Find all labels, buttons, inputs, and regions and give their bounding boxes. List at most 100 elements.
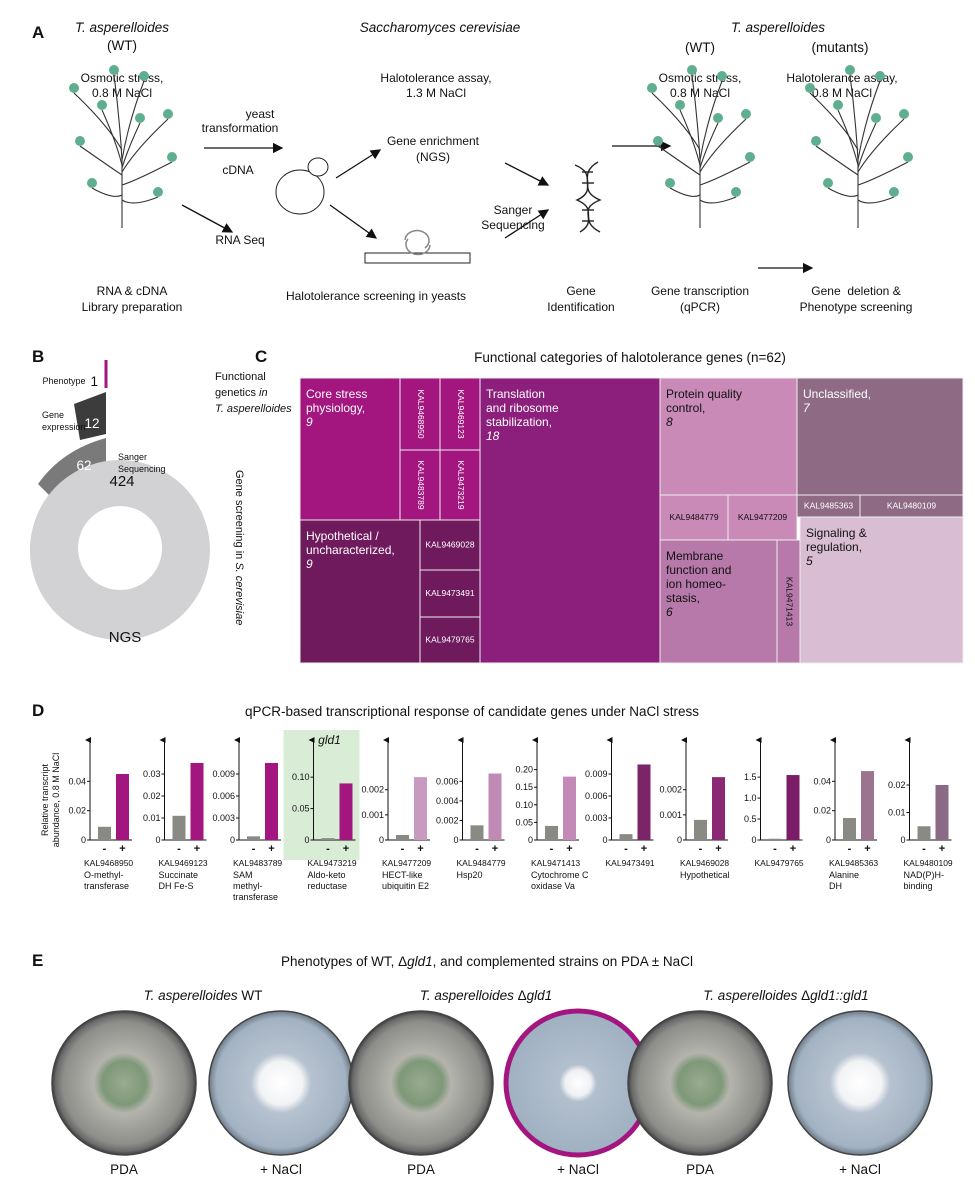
funnel-ngs xyxy=(29,460,210,640)
x-tick-label: - xyxy=(177,843,181,855)
panel-c: C Functional categories of halotolerance… xyxy=(255,347,964,664)
hypha xyxy=(857,118,905,173)
plate xyxy=(348,1010,494,1156)
panel-d: D qPCR-based transcriptional response of… xyxy=(32,701,953,902)
title-part: , and complemented strains on PDA ± NaCl xyxy=(433,954,693,969)
tile xyxy=(479,377,661,664)
fungus-icon xyxy=(805,65,913,228)
tile-label: Protein quality xyxy=(666,387,742,401)
level-label: Sequencing xyxy=(118,464,166,474)
y-tick-label: 0.002 xyxy=(436,815,459,825)
gene-description: Cytochrome C xyxy=(531,870,589,880)
bar xyxy=(265,763,278,840)
y-tick-label: 0.009 xyxy=(212,769,235,779)
y-tick-label: 0.04 xyxy=(68,776,86,786)
plate xyxy=(208,1010,354,1156)
y-tick-label: 0.006 xyxy=(212,791,235,801)
gene-description: ubiquitin E2 xyxy=(382,881,429,891)
panel-e: E Phenotypes of WT, Δgld1, and complemen… xyxy=(32,951,933,1177)
x-tick-label: + xyxy=(194,843,200,855)
bar xyxy=(786,775,800,840)
tile-label: ion homeo- xyxy=(666,577,726,591)
x-tick-label: + xyxy=(417,843,423,855)
tile xyxy=(299,519,421,664)
bar xyxy=(116,774,129,840)
hypha xyxy=(691,74,701,161)
y-tick-label: 0 xyxy=(81,835,86,845)
organism-sub: (WT) xyxy=(107,38,137,53)
y-tick-label: 0.003 xyxy=(212,813,235,823)
hypha xyxy=(857,80,881,161)
bar xyxy=(488,773,502,840)
tile xyxy=(799,516,964,664)
arrow xyxy=(504,209,550,239)
step: Library preparation xyxy=(82,300,183,314)
y-tick-label: 0.5 xyxy=(744,814,757,824)
y-tick-label: 0.05 xyxy=(292,804,310,814)
spore xyxy=(665,178,675,188)
step-label: (NGS) xyxy=(416,150,450,164)
step: (qPCR) xyxy=(680,300,720,314)
level-label: Phenotype xyxy=(42,376,85,386)
hypha xyxy=(101,109,123,166)
hypha xyxy=(837,109,859,166)
spore xyxy=(899,109,909,119)
gene-label: KAL9477209 xyxy=(738,512,787,522)
title-part: gld1 xyxy=(407,954,433,969)
gene-description: DH Fe-S xyxy=(159,881,194,891)
plate xyxy=(51,1010,197,1156)
x-tick-label: + xyxy=(864,843,870,855)
level-label: Gene xyxy=(42,410,64,420)
x-tick-label: + xyxy=(790,843,796,855)
gene-label: KAL9469123 xyxy=(456,389,466,438)
x-tick-label: - xyxy=(773,843,777,855)
panel-title: Phenotypes of WT, Δgld1, and complemente… xyxy=(281,954,693,969)
bar xyxy=(470,825,484,840)
hypha xyxy=(815,145,859,176)
y-tick-label: 0.002 xyxy=(361,785,384,795)
gene-label: KAL9483789 xyxy=(233,858,282,868)
gene-label: KAL9471413 xyxy=(531,858,580,868)
step-label: RNA Seq xyxy=(215,233,264,247)
y-tick-label: 0.02 xyxy=(813,806,831,816)
y-tick-label: 0.006 xyxy=(436,776,459,786)
hypha xyxy=(699,161,751,186)
gene-label: KAL9471413 xyxy=(784,577,794,626)
gene-label: KAL9484779 xyxy=(457,858,506,868)
funnel-sanger xyxy=(38,438,106,498)
y-tick-label: 0.001 xyxy=(361,810,384,820)
step: Phenotype screening xyxy=(800,300,913,314)
level-label: Sanger xyxy=(118,452,147,462)
spore xyxy=(741,109,751,119)
bar xyxy=(637,764,651,840)
fungus-icon xyxy=(647,65,755,228)
y-tick-label: 0.01 xyxy=(143,813,161,823)
y-tick-label: 0.05 xyxy=(515,817,533,827)
gene-description: oxidase Va xyxy=(531,881,575,891)
y-tick-label: 0.001 xyxy=(659,810,682,820)
plate xyxy=(787,1010,933,1156)
gene-label: KAL9468950 xyxy=(84,858,133,868)
spore xyxy=(823,178,833,188)
y-tick-label: 0.002 xyxy=(659,785,682,795)
x-tick-label: + xyxy=(119,843,125,855)
spore xyxy=(135,113,145,123)
condition: Halotolerance assay, xyxy=(786,71,897,85)
bar xyxy=(619,834,633,840)
y-tick-label: 0.009 xyxy=(585,769,608,779)
gene-description: transferase xyxy=(84,881,129,891)
title-part: Phenotypes of WT, Δ xyxy=(281,954,407,969)
spore xyxy=(139,71,149,81)
condition: 0.8 M NaCl xyxy=(92,86,152,100)
gene-tile xyxy=(727,494,798,541)
step: Gene xyxy=(566,284,596,298)
y-tick-label: 0 xyxy=(528,835,533,845)
y-axis-label: Relative transcript xyxy=(40,763,50,836)
level-label: expression xyxy=(42,422,86,432)
strain-part: gld1::gld1 xyxy=(810,988,869,1003)
tile-label: stabilization, xyxy=(486,415,552,429)
spore xyxy=(75,136,85,146)
spore xyxy=(675,100,685,110)
gene-description: O-methyl- xyxy=(84,870,124,880)
x-tick-label: + xyxy=(566,843,572,855)
